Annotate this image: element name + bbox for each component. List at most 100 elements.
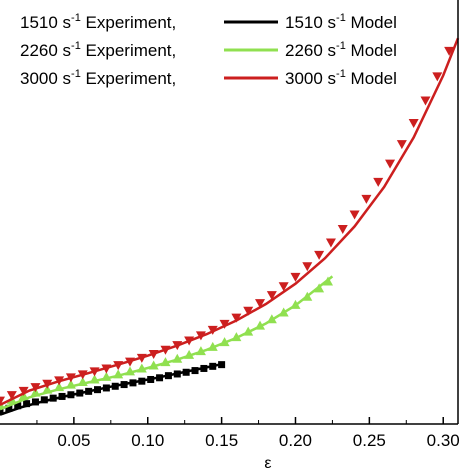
series-2-point bbox=[54, 376, 65, 386]
series-0-point bbox=[58, 392, 66, 400]
series-2-point bbox=[444, 46, 455, 56]
legend-experiment-label: 3000 s-1 Experiment, bbox=[20, 68, 176, 88]
series-1-point bbox=[278, 307, 289, 317]
series-1-point bbox=[89, 374, 100, 384]
x-tick-label: 0.05 bbox=[57, 431, 90, 450]
legend-model-label: 3000 s-1 Model bbox=[285, 68, 397, 88]
x-axis-label: ε bbox=[264, 455, 271, 472]
series-1-point bbox=[30, 387, 41, 397]
series-2-point bbox=[65, 373, 76, 383]
series-0-point bbox=[191, 367, 199, 375]
legend-row-1: 2260 s-1 Experiment, 2260 s-1 Model bbox=[20, 40, 397, 60]
series-2-point bbox=[278, 282, 289, 292]
series-2-point bbox=[231, 313, 242, 323]
series-0-point bbox=[40, 396, 48, 404]
series-0-point bbox=[94, 386, 102, 394]
series-2-point bbox=[77, 370, 88, 380]
series-1-point bbox=[243, 326, 254, 336]
series-0-point bbox=[14, 402, 22, 410]
legend-row-0: 1510 s-1 Experiment, 1510 s-1 Model bbox=[20, 12, 397, 32]
series-0-point bbox=[31, 398, 39, 406]
series-1-point bbox=[302, 291, 313, 301]
series-1-point bbox=[290, 299, 301, 309]
series-0-point bbox=[200, 364, 208, 372]
series-2-point bbox=[325, 238, 336, 248]
series-1-point bbox=[266, 314, 277, 324]
series-2-point bbox=[42, 379, 53, 389]
series-2-point bbox=[337, 224, 348, 234]
series-1-point bbox=[160, 357, 171, 367]
series-0-point bbox=[5, 404, 13, 412]
series-2-point bbox=[18, 386, 29, 396]
series-1-point bbox=[219, 337, 230, 347]
series-2-point bbox=[184, 336, 195, 346]
series-2-point bbox=[420, 96, 431, 106]
series-1-point bbox=[172, 353, 183, 363]
series-2-point bbox=[255, 299, 266, 309]
series-0-point bbox=[67, 391, 75, 399]
legend-model-label: 2260 s-1 Model bbox=[285, 40, 397, 60]
series-0-point bbox=[209, 362, 217, 370]
x-tick-label: 0.10 bbox=[131, 431, 164, 450]
series-2-point bbox=[101, 364, 112, 374]
series-2-point bbox=[266, 291, 277, 301]
series-0-point bbox=[111, 382, 119, 390]
series-2-point bbox=[172, 341, 183, 351]
series-0-point bbox=[147, 375, 155, 383]
legend-model-label: 1510 s-1 Model bbox=[285, 12, 397, 32]
series-1-point bbox=[136, 363, 147, 373]
series-1-point bbox=[77, 377, 88, 387]
series-layer bbox=[0, 37, 460, 416]
series-2-point bbox=[314, 250, 325, 260]
axes-layer: 0.05 0.10 0.15 0.20 0.25 0.30 bbox=[0, 0, 460, 450]
series-2-point bbox=[432, 72, 443, 82]
series-1-point bbox=[113, 369, 124, 379]
series-1-point bbox=[54, 382, 65, 392]
series-2-point bbox=[136, 353, 147, 363]
series-0-point bbox=[182, 368, 190, 376]
series-2-point bbox=[243, 306, 254, 316]
series-0-point bbox=[0, 407, 4, 415]
series-2-point bbox=[396, 140, 407, 150]
series-2 bbox=[0, 37, 460, 407]
series-1-point bbox=[101, 371, 112, 381]
series-1-point bbox=[125, 366, 136, 376]
series-2-point bbox=[195, 331, 206, 341]
series-0-point bbox=[156, 374, 164, 382]
series-2-point bbox=[302, 262, 313, 272]
series-0-point bbox=[218, 361, 226, 369]
series-0-point bbox=[138, 377, 146, 385]
series-0 bbox=[0, 361, 226, 416]
x-tick-label: 0.25 bbox=[353, 431, 386, 450]
series-2-point bbox=[207, 325, 218, 335]
series-2-point bbox=[219, 319, 230, 329]
series-2-point bbox=[290, 272, 301, 282]
series-2-point bbox=[125, 357, 136, 367]
series-0-point bbox=[85, 387, 93, 395]
x-tick-label: 0.15 bbox=[205, 431, 238, 450]
series-2-point bbox=[373, 177, 384, 187]
series-0-point bbox=[173, 370, 181, 378]
series-1-point bbox=[255, 320, 266, 330]
series-2-point bbox=[349, 210, 360, 220]
series-2-point bbox=[0, 396, 5, 406]
series-0-point bbox=[102, 384, 110, 392]
series-0-point bbox=[164, 372, 172, 380]
legend-experiment-label: 2260 s-1 Experiment, bbox=[20, 40, 176, 60]
x-tick-label: 0.30 bbox=[427, 431, 460, 450]
series-1-point bbox=[184, 349, 195, 359]
series-1-point bbox=[65, 379, 76, 389]
x-tick-label: 0.20 bbox=[279, 431, 312, 450]
series-1-point bbox=[42, 384, 53, 394]
series-1-point bbox=[231, 332, 242, 342]
series-0-point bbox=[120, 381, 128, 389]
series-1-point bbox=[207, 341, 218, 351]
series-2-point bbox=[6, 391, 17, 401]
series-2-point bbox=[385, 159, 396, 169]
series-1-point bbox=[314, 283, 325, 293]
series-2-point bbox=[408, 118, 419, 128]
series-1-point bbox=[195, 346, 206, 356]
series-0-point bbox=[23, 400, 31, 408]
series-2-point bbox=[148, 350, 159, 360]
